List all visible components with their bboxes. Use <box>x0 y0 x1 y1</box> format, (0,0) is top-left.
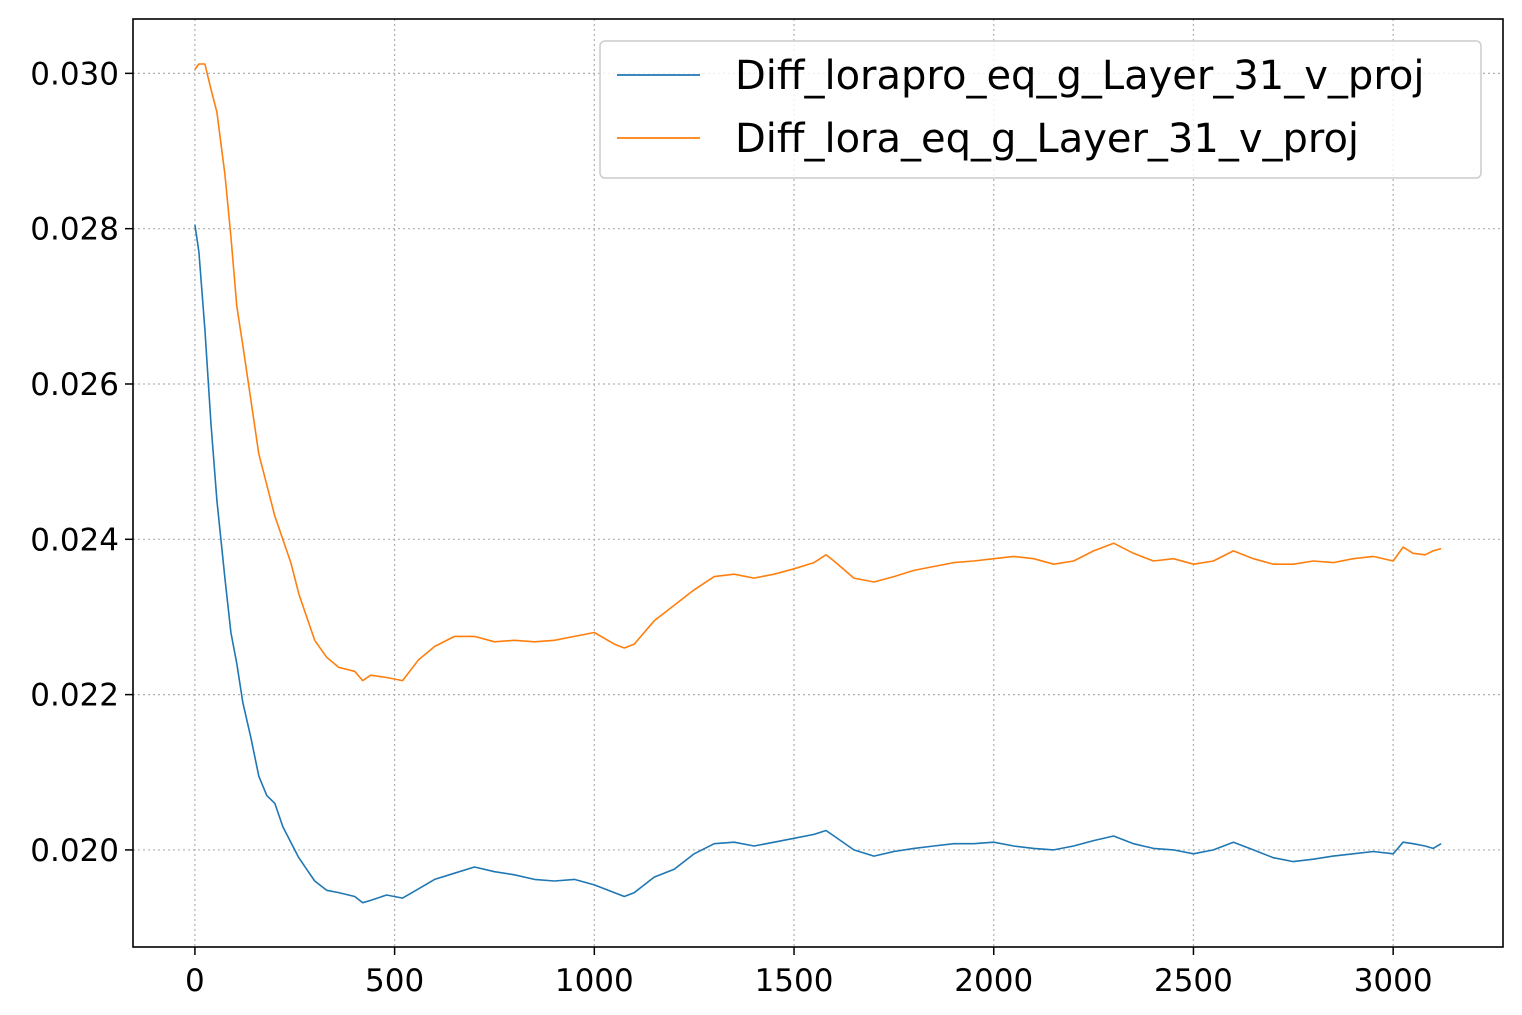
y-tick-label: 0.026 <box>30 367 119 403</box>
series-line-lora <box>194 63 1442 682</box>
x-tick-label: 1000 <box>555 963 634 999</box>
series-lines <box>194 63 1442 904</box>
series-line-lorapro <box>194 224 1442 904</box>
x-tick-label: 2500 <box>1154 963 1233 999</box>
legend-box <box>599 40 1482 179</box>
x-tick-label: 0 <box>185 963 205 999</box>
y-tick-label: 0.024 <box>30 522 119 558</box>
x-tick-label: 1500 <box>755 963 834 999</box>
y-tick-label: 0.022 <box>30 678 119 714</box>
x-tick-label: 3000 <box>1354 963 1433 999</box>
y-axis: 0.020 0.022 0.024 0.026 0.028 0.030 <box>30 56 133 869</box>
legend-label-lora: Diff_lora_eq_g_Layer_31_v_proj <box>735 116 1359 162</box>
legend: Diff_lorapro_eq_g_Layer_31_v_proj Diff_l… <box>599 40 1482 179</box>
x-tick-label: 500 <box>365 963 424 999</box>
x-axis: 0 500 1000 1500 2000 2500 3000 <box>185 947 1433 999</box>
legend-label-lorapro: Diff_lorapro_eq_g_Layer_31_v_proj <box>735 53 1424 99</box>
y-tick-label: 0.028 <box>30 212 119 248</box>
y-tick-label: 0.030 <box>30 56 119 92</box>
plot-frame <box>132 18 1504 948</box>
x-tick-label: 2000 <box>954 963 1033 999</box>
y-tick-label: 0.020 <box>30 833 119 869</box>
